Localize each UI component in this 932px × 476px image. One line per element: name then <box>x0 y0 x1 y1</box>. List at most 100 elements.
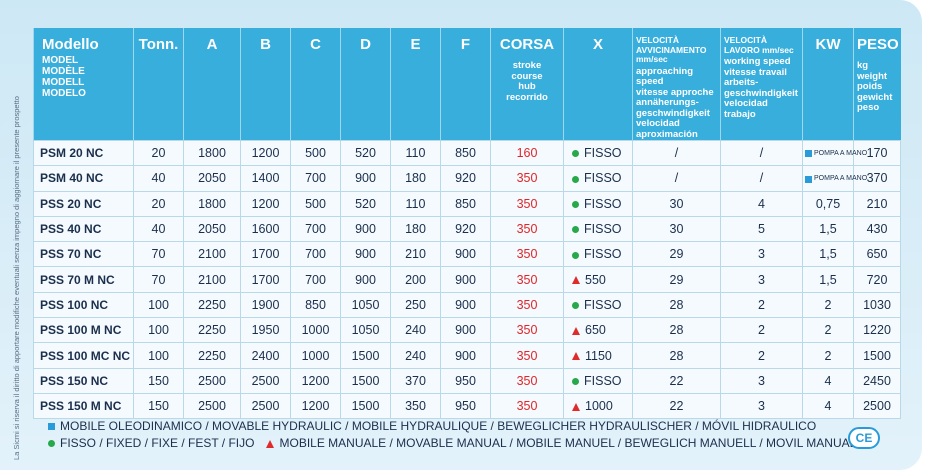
table-cell: FISSO <box>563 291 633 319</box>
cell-text: 1050 <box>351 297 380 312</box>
table-cell: 900 <box>440 291 491 319</box>
table-cell: 1500 <box>340 392 391 420</box>
cell-text: 2450 <box>863 373 891 388</box>
table-cell: 4 <box>720 190 803 217</box>
cell-text: 350 <box>516 171 538 186</box>
table-cell: 1,5 <box>802 241 854 268</box>
cell-text: 2250 <box>198 297 226 312</box>
cell-text: 2400 <box>251 348 280 363</box>
table-cell: 1000 <box>563 392 633 420</box>
table-cell: 1500 <box>340 342 391 369</box>
column-header: VELOCITÀ AVVICINAMENTO mm/sec approaching… <box>632 28 721 141</box>
table-cell: 2 <box>802 342 854 369</box>
cell-text: 500 <box>305 196 326 211</box>
column-title: VELOCITÀ LAVORO mm/sec <box>724 35 794 55</box>
table-cell: 1000 <box>290 342 341 369</box>
cell-text: 2500 <box>251 373 280 388</box>
cell-text: 1150 <box>585 348 612 363</box>
cell-text: 29 <box>669 272 684 287</box>
table-row: PSM 20 NC 20 1800 1200 500 520 110 850 160 FISSO /… <box>33 139 901 167</box>
subtitle-line: gewicht <box>857 91 893 103</box>
cell-text: FISSO <box>584 196 622 211</box>
table-row: PSS 70 M NC 70 2100 1700 700 900 200 900 350 550 2… <box>33 266 901 293</box>
legend-text: FISSO / FIXED / FIXE / FEST / FIJO <box>60 436 255 450</box>
column-title: KW <box>815 36 841 53</box>
cell-text: 30 <box>669 196 684 211</box>
table-cell: 1,5 <box>802 215 854 243</box>
column-header: F <box>440 28 491 141</box>
cell-text: FISSO <box>584 146 622 161</box>
table-cell: 700 <box>290 241 341 268</box>
table-cell: 30 <box>632 215 721 243</box>
marker-manual <box>266 439 275 448</box>
cell-text: 150 <box>148 399 169 414</box>
table-cell: 2500 <box>183 392 241 420</box>
column-header: Modello MODEL MODÈLE MODELL MODELO <box>33 28 134 141</box>
table-cell: 1500 <box>340 367 391 394</box>
table-cell: 1220 <box>853 317 901 344</box>
table-cell: 1500 <box>853 342 901 369</box>
table-cell: 180 <box>390 215 441 243</box>
cell-text: FISSO <box>584 247 622 262</box>
subtitle-line: MODEL <box>42 55 79 66</box>
marker-fixed <box>572 200 579 208</box>
table-cell: 1700 <box>240 266 291 293</box>
subtitle-line: course <box>511 70 543 82</box>
table-cell: 1200 <box>290 392 341 420</box>
marker-fixed <box>572 302 579 310</box>
legend-line: FISSO / FIXED / FIXE / FEST / FIJO MOBILE… <box>48 435 856 452</box>
table-body: PSM 20 NC 20 1800 1200 500 520 110 850 160 FISSO /… <box>33 139 901 420</box>
cell-text: 900 <box>455 272 476 287</box>
table-cell: 2250 <box>183 317 241 344</box>
cell-text: FISSO <box>584 297 622 312</box>
cell-text: 370 <box>866 171 888 186</box>
cell-text: 520 <box>355 146 376 161</box>
cell-text: 180 <box>405 222 426 237</box>
table-cell: 1000 <box>290 317 341 344</box>
table-cell: 40 <box>133 215 184 243</box>
table-cell: 1030 <box>853 291 901 319</box>
cell-text: 520 <box>355 196 376 211</box>
cell-text: 0,75 <box>815 196 841 211</box>
column-header: X <box>563 28 633 141</box>
cell-text: 40 <box>151 222 166 237</box>
column-header: PESO kg weight poids gewicht peso <box>853 28 901 141</box>
cell-text: FISSO <box>584 171 622 186</box>
table-cell: 1050 <box>340 291 391 319</box>
cell-text: PSS 40 NC <box>40 222 102 237</box>
cell-text: 210 <box>405 247 426 262</box>
cell-text: 350 <box>516 348 538 363</box>
table-cell: 210 <box>390 241 441 268</box>
marker-fixed <box>572 226 579 234</box>
table-cell: 2250 <box>183 291 241 319</box>
table-cell: 110 <box>390 190 441 217</box>
table-cell: FISSO <box>563 190 633 217</box>
cell-text: PSS 100 MC NC <box>40 348 131 363</box>
table-cell: FISSO <box>563 215 633 243</box>
cell-text: 850 <box>455 146 476 161</box>
cell-text: 430 <box>866 222 888 237</box>
cell-text: / <box>759 146 764 161</box>
subtitle-line: velocidad trabajo <box>724 98 768 120</box>
table-cell: 100 <box>133 317 184 344</box>
cell-text: 3 <box>758 373 765 388</box>
cell-text: 2100 <box>198 247 226 262</box>
subtitle-line: approaching speed <box>636 65 694 87</box>
cell-text: 110 <box>405 146 426 161</box>
column-title: B <box>260 36 271 53</box>
column-header: Tonn. <box>133 28 184 141</box>
table-cell: 250 <box>390 291 441 319</box>
column-subtitle: stroke course hub recorrido <box>494 60 560 103</box>
table-cell: 2 <box>802 317 854 344</box>
subtitle-line: annäherungs-geschwindigkeit <box>636 97 710 119</box>
subtitle-line: kg <box>857 60 869 71</box>
table-cell: 920 <box>440 215 491 243</box>
marker-manual <box>572 276 580 285</box>
cell-text: 2500 <box>251 399 280 414</box>
table-cell: / <box>720 139 803 167</box>
column-subtitle: kg weight poids gewicht peso <box>857 60 898 114</box>
column-subtitle: approaching speed vitesse approche annäher… <box>636 65 717 141</box>
table-cell: 500 <box>290 139 341 167</box>
cell-text: 900 <box>355 222 376 237</box>
cell-text: 28 <box>669 297 684 312</box>
